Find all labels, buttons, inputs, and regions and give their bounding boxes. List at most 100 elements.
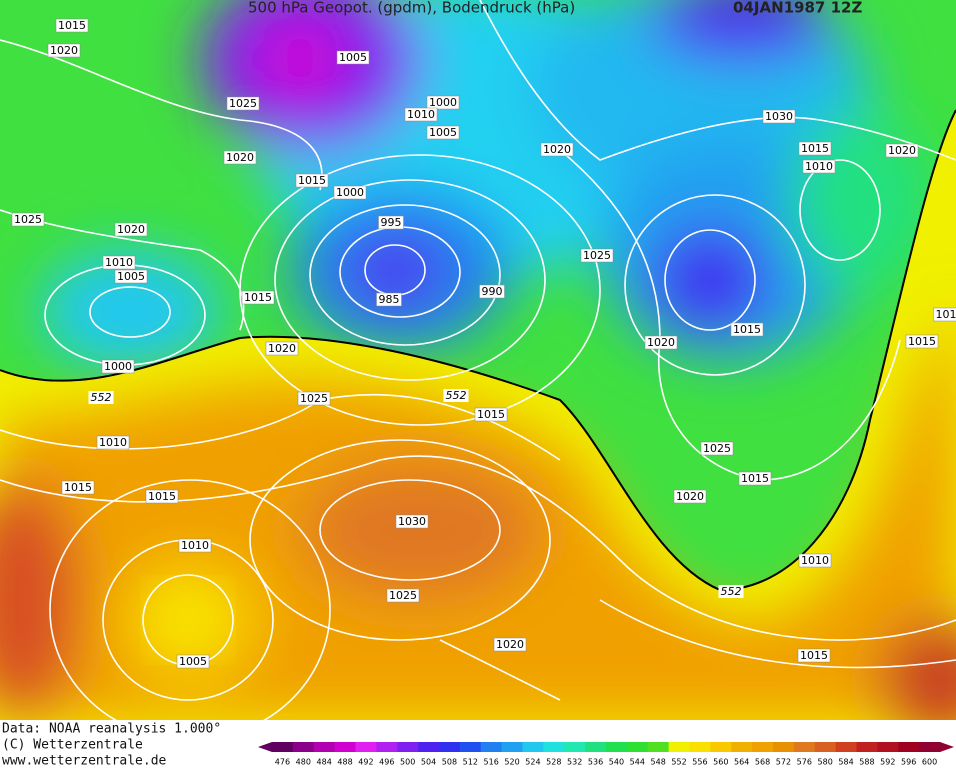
colorbar-swatch bbox=[606, 742, 628, 752]
colorbar-label: 556 bbox=[692, 758, 707, 767]
isobar-label-box bbox=[333, 185, 367, 200]
colorbar-swatch bbox=[292, 742, 315, 752]
isobar-label-box bbox=[493, 637, 527, 652]
map-date: 04JAN1987 12Z bbox=[733, 0, 862, 17]
isobar-label: 1010 bbox=[105, 256, 133, 269]
colorbar-swatch bbox=[272, 742, 294, 752]
isobar-label: 1020 bbox=[496, 638, 524, 651]
isobar-label: 1010 bbox=[805, 160, 833, 173]
isobar-label: 1015 bbox=[741, 472, 769, 485]
colorbar-swatch bbox=[793, 742, 816, 752]
colorbar-swatch bbox=[668, 742, 690, 752]
colorbar-swatch bbox=[731, 742, 753, 752]
colorbar-label: 524 bbox=[525, 758, 540, 767]
isobar-label: 1005 bbox=[117, 270, 145, 283]
isobar-label-box bbox=[378, 215, 404, 230]
isobar-label: 1025 bbox=[389, 589, 417, 602]
isobar-label: 1010 bbox=[181, 539, 209, 552]
isobar-label-box bbox=[114, 222, 148, 237]
map-title: 500 hPa Geopot. (gpdm), Bodendruck (hPa) bbox=[248, 0, 575, 17]
isobar-label-box bbox=[798, 553, 832, 568]
isobar-label-box bbox=[11, 212, 45, 227]
isobar-label: 1020 bbox=[647, 336, 675, 349]
colorbar-label: 520 bbox=[504, 758, 519, 767]
isobar-label: 1015 bbox=[58, 19, 86, 32]
colorbar-label: 488 bbox=[337, 758, 352, 767]
isobar-label-box bbox=[386, 588, 420, 603]
colorbar-label: 572 bbox=[776, 758, 791, 767]
isobar-label-box bbox=[336, 50, 370, 65]
isobar-label-box bbox=[61, 480, 95, 495]
colorbar-label: 484 bbox=[317, 758, 332, 767]
isobar-label: 1020 bbox=[676, 490, 704, 503]
colorbar-swatch bbox=[334, 742, 356, 752]
isobar-label: 1020 bbox=[888, 144, 916, 157]
isobar-label: 1025 bbox=[229, 97, 257, 110]
isobar-label: 1020 bbox=[50, 44, 78, 57]
colorbar-swatch bbox=[418, 742, 440, 752]
footer-line: www.wetterzentrale.de bbox=[2, 754, 167, 768]
isobar-label-box bbox=[798, 141, 832, 156]
isobar-label-box bbox=[297, 391, 331, 406]
colorbar-label: 476 bbox=[275, 758, 290, 767]
isobar-label-box bbox=[178, 538, 212, 553]
isobar-label: 1005 bbox=[429, 126, 457, 139]
isobar-label-box bbox=[885, 143, 919, 158]
isobar-label-box bbox=[474, 407, 508, 422]
colorbar-label: 588 bbox=[859, 758, 874, 767]
colorbar-swatch bbox=[710, 742, 732, 752]
isobar-label-box bbox=[102, 255, 136, 270]
isobar-label-box bbox=[47, 43, 81, 58]
isobar-label: 1010 bbox=[407, 108, 435, 121]
colorbar-label: 540 bbox=[609, 758, 624, 767]
isobar-label-box bbox=[241, 290, 275, 305]
isobar-label-box bbox=[96, 435, 130, 450]
colorbar-swatch bbox=[856, 742, 878, 752]
colorbar-label: 480 bbox=[296, 758, 311, 767]
isobar-label: 1000 bbox=[429, 96, 457, 109]
colorbar-swatch bbox=[564, 742, 586, 752]
colorbar-label: 584 bbox=[838, 758, 853, 767]
isobar-label: 1015 bbox=[800, 649, 828, 662]
isobar-label-box bbox=[905, 334, 939, 349]
isobar-label: 1005 bbox=[179, 655, 207, 668]
isobar-label-box bbox=[226, 96, 260, 111]
isobar-label-box bbox=[540, 142, 574, 157]
contour-label: 552 bbox=[721, 585, 742, 598]
isobar-label-box bbox=[176, 654, 210, 669]
isobar-label: 1020 bbox=[117, 223, 145, 236]
colorbar-swatch bbox=[397, 742, 419, 752]
colorbar-swatch bbox=[376, 742, 398, 752]
colorbar-swatch bbox=[585, 742, 607, 752]
contour-label: 552 bbox=[446, 389, 467, 402]
colorbar-label: 496 bbox=[379, 758, 394, 767]
isobar-label-box bbox=[55, 18, 89, 33]
colorbar-swatch bbox=[814, 742, 837, 752]
colorbar-label: 548 bbox=[651, 758, 666, 767]
isobar-label-box bbox=[101, 359, 135, 374]
colorbar-swatch bbox=[459, 742, 482, 752]
isobar-label: 1025 bbox=[14, 213, 42, 226]
isobar-label-box bbox=[644, 335, 678, 350]
isobar-label: 1005 bbox=[339, 51, 367, 64]
isobar-label-box bbox=[762, 109, 796, 124]
isobar-label: 1000 bbox=[336, 186, 364, 199]
isobar-label-box bbox=[479, 284, 505, 299]
colorbar-label: 516 bbox=[484, 758, 499, 767]
isobar-label: 1015 bbox=[801, 142, 829, 155]
colorbar-arrow bbox=[940, 742, 954, 752]
isobar-label: 1000 bbox=[104, 360, 132, 373]
colorbar-swatch bbox=[313, 742, 336, 752]
colorbar-swatch bbox=[501, 742, 523, 752]
colorbar-label: 552 bbox=[671, 758, 686, 767]
colorbar-swatch bbox=[773, 742, 795, 752]
colorbar-swatch bbox=[626, 742, 649, 752]
isobar-label-box bbox=[395, 514, 429, 529]
colorbar-swatch bbox=[522, 742, 544, 752]
isobar-label: 1020 bbox=[268, 342, 296, 355]
isobar-label: 1015 bbox=[298, 174, 326, 187]
isobar-label: 101 bbox=[936, 308, 956, 321]
colorbar-label: 536 bbox=[588, 758, 603, 767]
isobar-label: 1025 bbox=[300, 392, 328, 405]
